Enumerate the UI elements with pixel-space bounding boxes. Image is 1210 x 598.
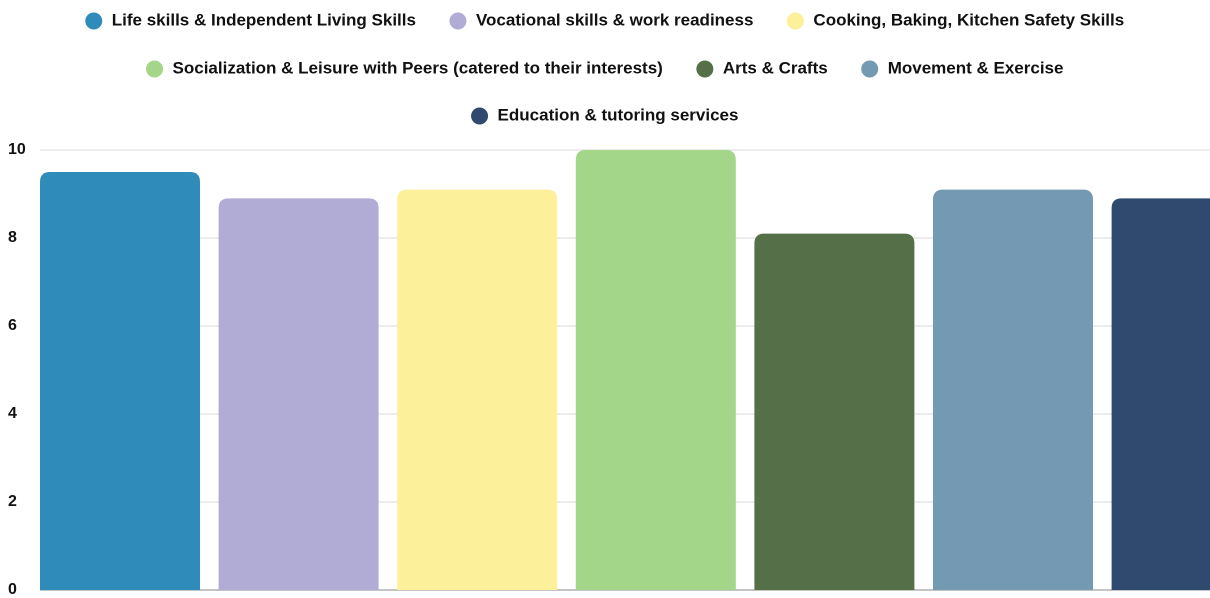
legend-label: Cooking, Baking, Kitchen Safety Skills — [813, 10, 1124, 29]
legend-label: Life skills & Independent Living Skills — [112, 10, 416, 29]
legend-label: Arts & Crafts — [723, 58, 828, 77]
y-tick-label: 6 — [8, 317, 17, 334]
bar — [575, 150, 736, 590]
bar — [397, 189, 558, 590]
legend-label: Socialization & Leisure with Peers (cate… — [173, 58, 663, 77]
y-tick-label: 0 — [8, 581, 17, 598]
legend-swatch — [786, 12, 804, 30]
bar — [1111, 198, 1210, 590]
legend-swatch — [696, 60, 714, 78]
y-tick-label: 4 — [8, 405, 17, 422]
y-tick-label: 8 — [8, 229, 17, 246]
legend-swatch — [449, 12, 467, 30]
legend-label: Education & tutoring services — [498, 105, 739, 124]
legend-swatch — [146, 60, 164, 78]
bar — [754, 233, 915, 590]
bar — [40, 172, 200, 590]
bar — [218, 198, 379, 590]
legend-swatch — [861, 60, 879, 78]
legend-swatch — [85, 12, 103, 30]
legend-swatch — [471, 107, 489, 125]
y-tick-label: 2 — [8, 493, 17, 510]
y-tick-label: 10 — [8, 141, 26, 158]
legend-label: Movement & Exercise — [888, 58, 1064, 77]
legend-label: Vocational skills & work readiness — [476, 10, 753, 29]
bar — [933, 189, 1093, 590]
